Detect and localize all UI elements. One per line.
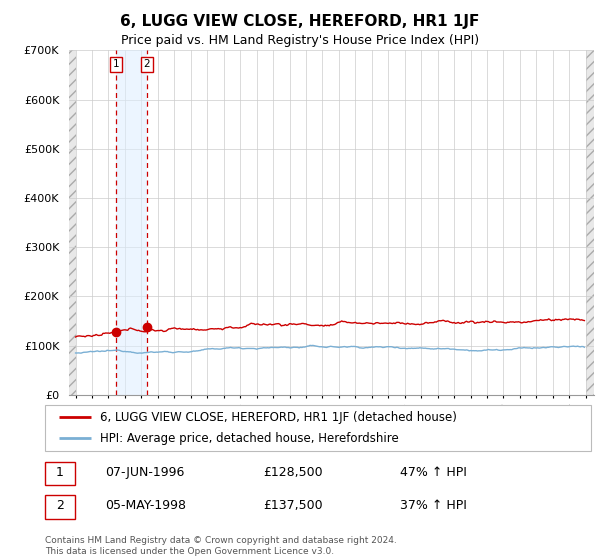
Text: 2: 2 (143, 59, 151, 69)
Bar (69, 50, 76, 395)
Text: 07-JUN-1996: 07-JUN-1996 (105, 466, 184, 479)
Text: 6, LUGG VIEW CLOSE, HEREFORD, HR1 1JF (detached house): 6, LUGG VIEW CLOSE, HEREFORD, HR1 1JF (d… (100, 411, 457, 424)
Text: 05-MAY-1998: 05-MAY-1998 (105, 500, 186, 512)
Text: HPI: Average price, detached house, Herefordshire: HPI: Average price, detached house, Here… (100, 432, 398, 445)
Bar (586, 50, 594, 395)
Text: Contains HM Land Registry data © Crown copyright and database right 2024.
This d: Contains HM Land Registry data © Crown c… (45, 536, 397, 556)
FancyBboxPatch shape (45, 496, 75, 519)
FancyBboxPatch shape (45, 405, 591, 451)
Text: 1: 1 (112, 59, 119, 69)
Bar (116, 50, 147, 395)
Text: 37% ↑ HPI: 37% ↑ HPI (400, 500, 467, 512)
Text: 2: 2 (56, 500, 64, 512)
FancyBboxPatch shape (45, 462, 75, 485)
Text: 1: 1 (56, 466, 64, 479)
Text: 47% ↑ HPI: 47% ↑ HPI (400, 466, 467, 479)
Text: £137,500: £137,500 (263, 500, 323, 512)
Text: Price paid vs. HM Land Registry's House Price Index (HPI): Price paid vs. HM Land Registry's House … (121, 34, 479, 46)
Text: £128,500: £128,500 (263, 466, 323, 479)
Text: 6, LUGG VIEW CLOSE, HEREFORD, HR1 1JF: 6, LUGG VIEW CLOSE, HEREFORD, HR1 1JF (121, 14, 479, 29)
